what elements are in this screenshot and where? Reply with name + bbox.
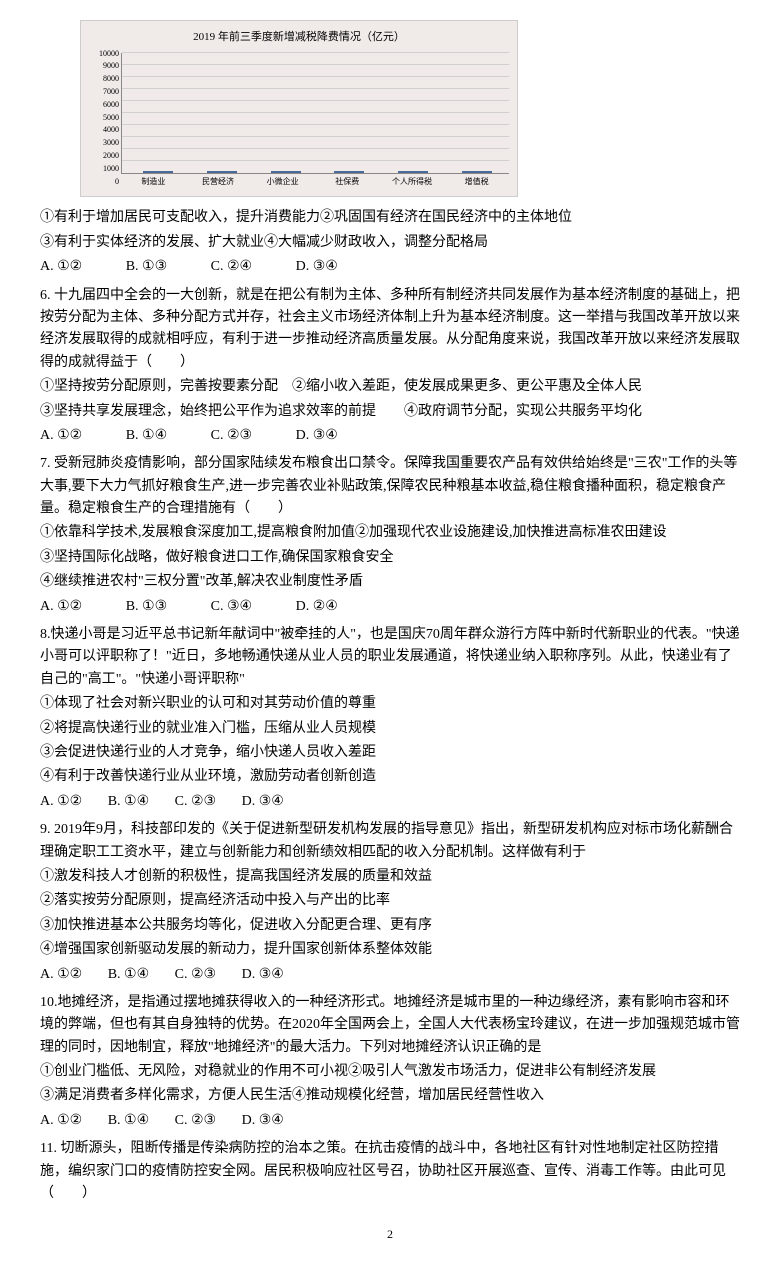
q9-stem: 9. 2019年9月，科技部印发的《关于促进新型研发机构发展的指导意见》指出，新… <box>40 819 740 864</box>
question-11: 11. 切断源头，阻断传播是传染病防控的治本之策。在抗击疫情的战斗中，各地社区有… <box>40 1138 740 1205</box>
q9-statement-4: ④增强国家创新驱动发展的新动力，提升国家创新体系整体效能 <box>40 939 740 961</box>
q10-stem: 10.地摊经济，是指通过摆地摊获得收入的一种经济形式。地摊经济是城市里的一种边缘… <box>40 992 740 1059</box>
q10-option-d: D. ③④ <box>242 1110 284 1132</box>
q7-option-b: B. ①③ <box>126 596 167 618</box>
q7-statement-2: ③坚持国际化战略，做好粮食进口工作,确保国家粮食安全 <box>40 547 740 569</box>
question-10: 10.地摊经济，是指通过摆地摊获得收入的一种经济形式。地摊经济是城市里的一种边缘… <box>40 992 740 1132</box>
q6-statement-2: ③坚持共享发展理念，始终把公平作为追求效率的前提 ④政府调节分配，实现公共服务平… <box>40 401 740 423</box>
q9-option-b: B. ①④ <box>108 964 149 986</box>
q10-option-c: C. ②③ <box>175 1110 216 1132</box>
q8-stem: 8.快递小哥是习近平总书记新年献词中"被牵挂的人"，也是国庆70周年群众游行方阵… <box>40 624 740 691</box>
q5-statement-2: ③有利于实体经济的发展、扩大就业④大幅减少财政收入，调整分配格局 <box>40 232 740 254</box>
q5-option-c: C. ②④ <box>211 256 252 278</box>
q5-option-b: B. ①③ <box>126 256 167 278</box>
bar-2 <box>271 171 301 173</box>
q5-option-d: D. ③④ <box>296 256 338 278</box>
q10-option-b: B. ①④ <box>108 1110 149 1132</box>
x-label-4: 个人所得税 <box>387 176 437 189</box>
q6-option-a: A. ①② <box>40 425 82 447</box>
x-label-3: 社保费 <box>322 176 372 189</box>
page-number: 2 <box>40 1225 740 1244</box>
q7-stem: 7. 受新冠肺炎疫情影响，部分国家陆续发布粮食出口禁令。保障我国重要农产品有效供… <box>40 453 740 520</box>
q9-statement-2: ②落实按劳分配原则，提高经济活动中投入与产出的比率 <box>40 890 740 912</box>
q6-option-b: B. ①④ <box>126 425 167 447</box>
q8-option-a: A. ①② <box>40 791 82 813</box>
q6-statement-1: ①坚持按劳分配原则，完善按要素分配 ②缩小收入差距，使发展成果更多、更公平惠及全… <box>40 376 740 398</box>
q11-stem: 11. 切断源头，阻断传播是传染病防控的治本之策。在抗击疫情的战斗中，各地社区有… <box>40 1138 740 1205</box>
q8-statement-2: ②将提高快递行业的就业准入门槛，压缩从业人员规模 <box>40 718 740 740</box>
q8-option-c: C. ②③ <box>175 791 216 813</box>
q10-option-a: A. ①② <box>40 1110 82 1132</box>
question-5-continuation: ①有利于增加居民可支配收入，提升消费能力②巩固国有经济在国民经济中的主体地位 ③… <box>40 207 740 278</box>
q10-statement-1: ①创业门槛低、无风险，对稳就业的作用不可小视②吸引人气激发市场活力，促进非公有制… <box>40 1061 740 1083</box>
q9-option-d: D. ③④ <box>242 964 284 986</box>
q6-stem: 6. 十九届四中全会的一大创新，就是在把公有制为主体、多种所有制经济共同发展作为… <box>40 285 740 375</box>
bars-container <box>126 53 509 173</box>
x-label-2: 小微企业 <box>258 176 308 189</box>
q7-option-a: A. ①② <box>40 596 82 618</box>
y-axis: 0 1000 2000 3000 4000 5000 6000 7000 800… <box>89 53 119 189</box>
question-8: 8.快递小哥是习近平总书记新年献词中"被牵挂的人"，也是国庆70周年群众游行方阵… <box>40 624 740 813</box>
bar-3 <box>334 171 364 173</box>
q7-statement-1: ①依靠科学技术,发展粮食深度加工,提高粮食附加值②加强现代农业设施建设,加快推进… <box>40 522 740 544</box>
chart-plot-area <box>121 53 509 174</box>
x-label-1: 民营经济 <box>193 176 243 189</box>
q6-option-d: D. ③④ <box>296 425 338 447</box>
chart-title: 2019 年前三季度新增减税降费情况（亿元） <box>89 29 509 47</box>
q5-option-a: A. ①② <box>40 256 82 278</box>
q5-statement-1: ①有利于增加居民可支配收入，提升消费能力②巩固国有经济在国民经济中的主体地位 <box>40 207 740 229</box>
q6-option-c: C. ②③ <box>211 425 252 447</box>
question-6: 6. 十九届四中全会的一大创新，就是在把公有制为主体、多种所有制经济共同发展作为… <box>40 285 740 448</box>
bar-1 <box>207 171 237 173</box>
x-label-0: 制造业 <box>128 176 178 189</box>
q7-option-c: C. ③④ <box>211 596 252 618</box>
q8-option-b: B. ①④ <box>108 791 149 813</box>
question-7: 7. 受新冠肺炎疫情影响，部分国家陆续发布粮食出口禁令。保障我国重要农产品有效供… <box>40 453 740 618</box>
bar-0 <box>143 171 173 173</box>
q9-statement-1: ①激发科技人才创新的积极性，提高我国经济发展的质量和效益 <box>40 866 740 888</box>
q8-statement-1: ①体现了社会对新兴职业的认可和对其劳动价值的尊重 <box>40 693 740 715</box>
q8-option-d: D. ③④ <box>242 791 284 813</box>
x-axis-labels: 制造业 民营经济 小微企业 社保费 个人所得税 增值税 <box>121 176 509 189</box>
x-label-5: 增值税 <box>452 176 502 189</box>
tax-reduction-chart: 2019 年前三季度新增减税降费情况（亿元） 0 1000 2000 3000 … <box>80 20 518 197</box>
q8-statement-4: ④有利于改善快递行业从业环境，激励劳动者创新创造 <box>40 766 740 788</box>
q9-option-a: A. ①② <box>40 964 82 986</box>
q7-option-d: D. ②④ <box>296 596 338 618</box>
bar-5 <box>462 171 492 173</box>
q10-statement-2: ③满足消费者多样化需求，方便人民生活④推动规模化经营，增加居民经营性收入 <box>40 1085 740 1107</box>
q7-statement-3: ④继续推进农村"三权分置"改革,解决农业制度性矛盾 <box>40 571 740 593</box>
bar-4 <box>398 171 428 173</box>
question-9: 9. 2019年9月，科技部印发的《关于促进新型研发机构发展的指导意见》指出，新… <box>40 819 740 986</box>
q8-statement-3: ③会促进快递行业的人才竞争，缩小快递人员收入差距 <box>40 742 740 764</box>
q9-statement-3: ③加快推进基本公共服务均等化，促进收入分配更合理、更有序 <box>40 915 740 937</box>
q9-option-c: C. ②③ <box>175 964 216 986</box>
